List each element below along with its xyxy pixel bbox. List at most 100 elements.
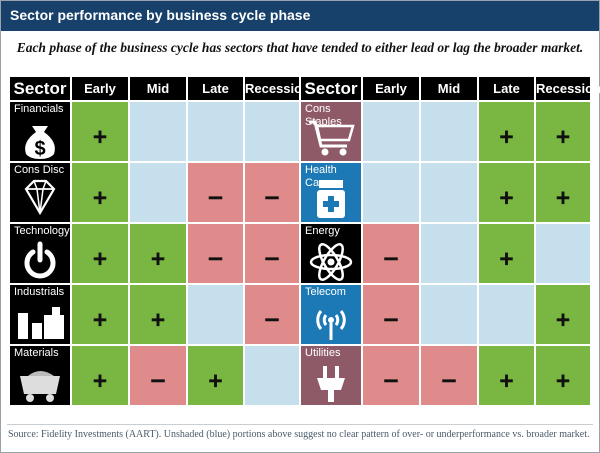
phase-cell-recession xyxy=(535,284,591,345)
svg-text:$: $ xyxy=(34,138,45,160)
phase-cell-mid xyxy=(129,101,187,162)
phase-cell-mid xyxy=(129,162,187,223)
phase-cell-recession xyxy=(535,101,591,162)
minus-sign xyxy=(265,257,279,261)
plus-sign xyxy=(556,191,570,205)
phase-cell-recession xyxy=(244,162,300,223)
sector-cell-materials: Materials xyxy=(9,345,71,406)
plus-sign xyxy=(93,130,107,144)
phase-header-early: Early xyxy=(71,76,129,101)
plus-sign xyxy=(500,191,513,205)
sector-label: Telecom xyxy=(305,286,346,298)
phase-cell-recession xyxy=(244,223,300,284)
phase-header-early: Early xyxy=(362,76,420,101)
phase-cell-early xyxy=(71,223,129,284)
minus-sign xyxy=(442,379,456,383)
mine-cart-icon xyxy=(20,371,60,402)
phase-cell-mid xyxy=(129,223,187,284)
sector-label: Materials xyxy=(14,347,59,359)
phase-cell-recession xyxy=(244,101,300,162)
phase-cell-late xyxy=(187,223,244,284)
sector-cell-cons-disc: Cons Disc xyxy=(9,162,71,223)
phase-cell-recession xyxy=(535,162,591,223)
money-bag-icon: $ xyxy=(25,126,55,160)
phase-cell-late xyxy=(187,101,244,162)
minus-sign xyxy=(208,257,223,261)
shopping-cart-icon xyxy=(301,102,361,161)
phase-cell-late xyxy=(187,345,244,406)
phase-cell-early xyxy=(71,345,129,406)
phase-cell-recession xyxy=(244,284,300,345)
sector-label: Financials xyxy=(14,103,64,115)
atom-icon xyxy=(309,243,353,281)
plug-icon xyxy=(301,346,361,405)
sector-cell-utilities: Utilities xyxy=(300,345,362,406)
minus-sign xyxy=(265,196,279,200)
phase-cell-recession xyxy=(535,223,591,284)
plus-sign xyxy=(556,313,570,327)
sector-cell-financials: $ Financials xyxy=(9,101,71,162)
phase-cell-early xyxy=(71,101,129,162)
phase-header-late: Late xyxy=(187,76,244,101)
phase-cell-mid xyxy=(129,284,187,345)
factory-icon xyxy=(18,307,64,339)
phase-header-late: Late xyxy=(478,76,535,101)
phase-cell-late xyxy=(478,345,535,406)
sector-cell-industrials: Industrials xyxy=(9,284,71,345)
phase-cell-early xyxy=(362,101,420,162)
sector-label: Cons Staples xyxy=(305,103,342,128)
sector-cell-technology: Technology xyxy=(9,223,71,284)
minus-sign xyxy=(208,196,223,200)
phase-cell-early xyxy=(71,284,129,345)
sector-label: Utilities xyxy=(305,347,341,359)
phase-cell-early xyxy=(362,162,420,223)
phase-cell-early xyxy=(362,223,420,284)
phase-header-recession: Recession xyxy=(535,76,600,101)
header-bar: Sector performance by business cycle pha… xyxy=(1,1,599,31)
phase-cell-late xyxy=(187,284,244,345)
sector-label: Cons Disc xyxy=(14,164,65,176)
phase-cell-recession xyxy=(244,345,300,406)
antenna-icon xyxy=(301,285,361,344)
source-note: Source: Fidelity Investments (AART). Uns… xyxy=(8,429,590,440)
sector-column-header: Sector xyxy=(9,76,71,101)
phase-cell-late xyxy=(187,162,244,223)
sector-cell-energy: Energy xyxy=(300,223,362,284)
plus-sign xyxy=(556,130,570,144)
phase-header-mid: Mid xyxy=(420,76,478,101)
subtitle: Each phase of the business cycle has sec… xyxy=(16,40,584,55)
phase-cell-late xyxy=(478,223,535,284)
phase-cell-early xyxy=(71,162,129,223)
divider xyxy=(7,424,593,425)
page-title: Sector performance by business cycle pha… xyxy=(10,7,311,23)
sector-cell-cons-staples: Cons Staples xyxy=(300,101,362,162)
minus-sign xyxy=(384,257,398,261)
plus-sign xyxy=(209,374,222,388)
phase-cell-mid xyxy=(129,345,187,406)
phase-header-mid: Mid xyxy=(129,76,187,101)
phase-header-recession: Recession xyxy=(244,76,310,101)
phase-cell-mid xyxy=(420,223,478,284)
diamond-icon xyxy=(24,179,56,216)
phase-cell-mid xyxy=(420,162,478,223)
medicine-bottle-icon xyxy=(301,163,361,222)
plus-sign xyxy=(93,313,107,327)
sector-label: Health Care xyxy=(305,164,337,189)
phase-cell-early xyxy=(362,345,420,406)
sector-label: Technology xyxy=(14,225,70,237)
phase-cell-mid xyxy=(420,284,478,345)
sector-label: Energy xyxy=(305,225,340,237)
plus-sign xyxy=(93,191,107,205)
minus-sign xyxy=(384,379,398,383)
phase-cell-mid xyxy=(420,101,478,162)
minus-sign xyxy=(384,318,398,322)
phase-cell-mid xyxy=(420,345,478,406)
phase-cell-recession xyxy=(535,345,591,406)
sector-label: Industrials xyxy=(14,286,65,298)
sector-cell-telecom: Telecom xyxy=(300,284,362,345)
plus-sign xyxy=(556,374,570,388)
phase-cell-late xyxy=(478,162,535,223)
sector-cell-health-care: Health Care xyxy=(300,162,362,223)
plus-sign xyxy=(151,313,165,327)
